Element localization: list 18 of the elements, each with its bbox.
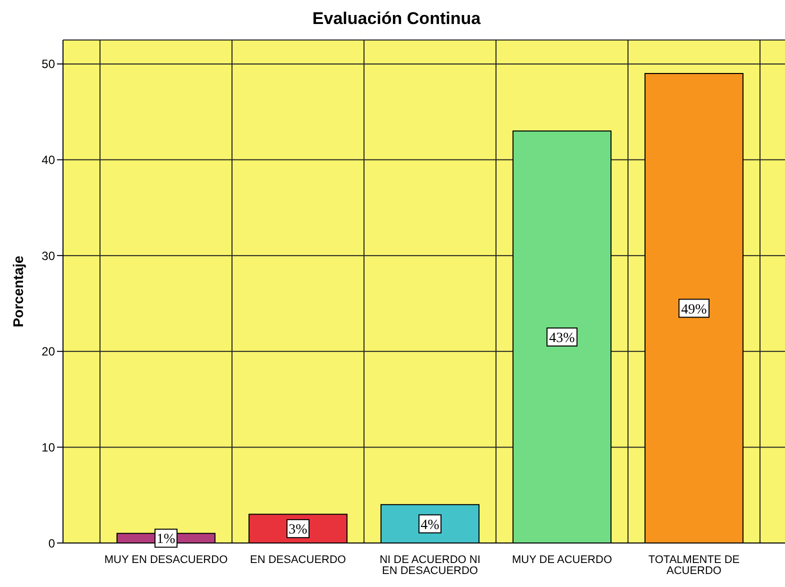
y-tick-label: 50: [42, 57, 56, 72]
data-label: 1%: [156, 532, 176, 548]
y-tick-label: 40: [42, 153, 56, 168]
x-tick-label: MUY EN DESACUERDO: [104, 554, 228, 566]
chart-title: Evaluación Continua: [311, 8, 482, 30]
x-tick-label: MUY DE ACUERDO: [512, 554, 612, 566]
data-label: 4%: [420, 518, 440, 533]
x-tick-label: TOTALMENTE DE ACUERDO: [648, 554, 740, 577]
x-tick-label: NI DE ACUERDO NI EN DESACUERDO: [380, 554, 480, 577]
y-axis-title: Porcentaje: [10, 255, 26, 328]
data-label: 49%: [681, 302, 708, 318]
y-tick-label: 0: [48, 536, 56, 550]
y-tick-label: 20: [42, 344, 56, 359]
data-label: 43%: [549, 331, 576, 346]
x-tick-label: EN DESACUERDO: [250, 554, 346, 566]
y-tick-label: 30: [42, 248, 56, 263]
y-tick-label: 10: [42, 440, 56, 454]
data-label: 3%: [288, 522, 308, 538]
